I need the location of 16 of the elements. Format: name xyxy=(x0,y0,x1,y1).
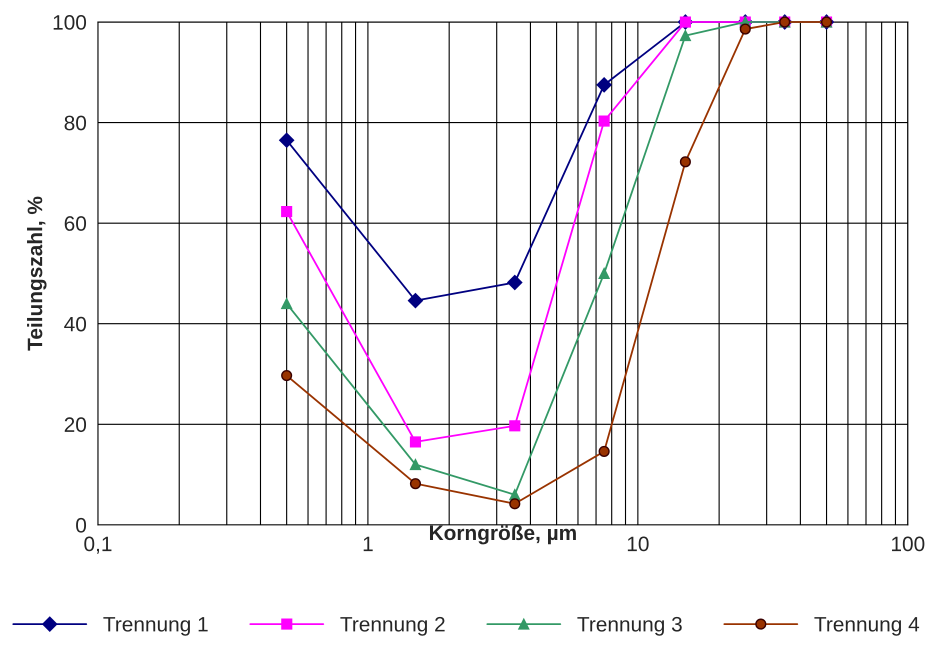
legend-label: Trennung 3 xyxy=(577,616,682,636)
x-tick-label: 10 xyxy=(628,536,649,552)
y-tick-label: 20 xyxy=(64,417,86,432)
legend-label: Trennung 4 xyxy=(814,617,920,636)
legend-label: Trennung 2 xyxy=(340,616,445,636)
y-axis-title: Teilungszahl, % xyxy=(27,196,47,351)
y-tick-label: 0 xyxy=(76,518,86,533)
x-tick-label: 100 xyxy=(892,536,924,552)
y-tick-label: 60 xyxy=(64,216,86,231)
legend-label: Trennung 1 xyxy=(103,617,208,636)
x-tick-label: 0,1 xyxy=(84,536,112,554)
y-tick-label: 80 xyxy=(64,116,86,130)
y-tick-label: 40 xyxy=(64,316,86,332)
x-axis-title: Korngröße, µm xyxy=(430,524,576,544)
y-tick-label: 100 xyxy=(54,15,86,30)
x-tick-label: 1 xyxy=(364,536,373,552)
